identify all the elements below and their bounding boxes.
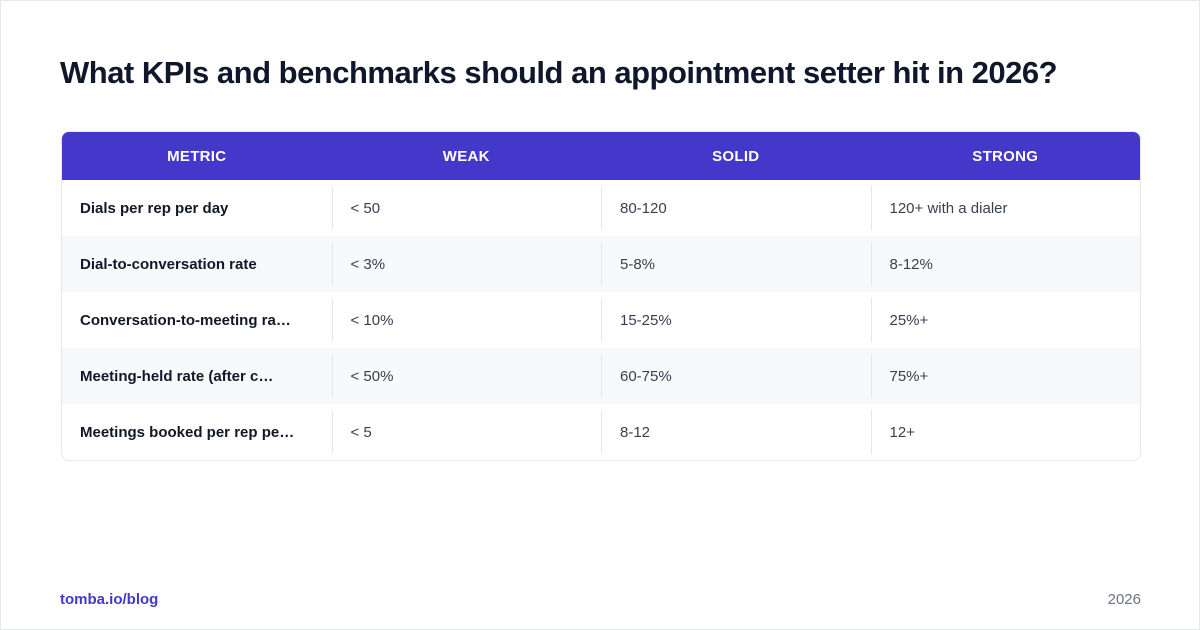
column-header: STRONG — [972, 147, 1039, 165]
value-cell: 8-12 — [601, 410, 871, 454]
value-cell: < 50 — [331, 186, 602, 230]
value-cell: < 10% — [331, 298, 602, 342]
column-header: SOLID — [712, 147, 760, 165]
metric-cell: Meetings booked per rep pe… — [80, 423, 295, 441]
column-header: METRIC — [167, 147, 227, 165]
value-cell: 12+ — [870, 410, 1141, 454]
metric-cell: Dial-to-conversation rate — [80, 255, 257, 273]
value-cell: 25%+ — [870, 298, 1141, 342]
value-cell: 80-120 — [601, 186, 871, 230]
metric-cell: Conversation-to-meeting ra… — [80, 311, 291, 329]
title: What KPIs and benchmarks should an appoi… — [60, 55, 1058, 90]
value-cell: 8-12% — [870, 242, 1141, 286]
footer-year: 2026 — [1107, 591, 1141, 608]
metric-cell: Meeting-held rate (after c… — [80, 367, 274, 385]
value-cell: 120+ with a dialer — [870, 186, 1141, 230]
footer-link[interactable]: tomba.io/blog — [60, 591, 159, 608]
value-cell: 60-75% — [601, 354, 871, 398]
table-row: Conversation-to-meeting ra… < 10% 15-25% 25… — [62, 292, 1140, 348]
value-cell: < 50% — [331, 354, 602, 398]
value-cell: 5-8% — [601, 242, 871, 286]
value-cell: < 5 — [331, 410, 602, 454]
column-header: WEAK — [442, 147, 490, 165]
value-cell: 15-25% — [601, 298, 871, 342]
table: METRIC WEAK SOLID STRONG Dials per rep per d… — [61, 131, 1141, 461]
metric-cell: Dials per rep per day — [80, 199, 229, 217]
table-row: Meetings booked per rep pe… < 5 8-12 12+ — [62, 404, 1140, 460]
value-cell: 75%+ — [870, 354, 1141, 398]
table-row: Meeting-held rate (after c… < 50% 60-75% 75… — [62, 348, 1140, 404]
table-row: Dial-to-conversation rate < 3% 5-8% 8-12% — [62, 236, 1140, 292]
table-row: Dials per rep per day < 50 80-120 120+ with… — [62, 180, 1140, 236]
header-row: METRIC WEAK SOLID STRONG — [62, 132, 1140, 180]
value-cell: < 3% — [331, 242, 602, 286]
